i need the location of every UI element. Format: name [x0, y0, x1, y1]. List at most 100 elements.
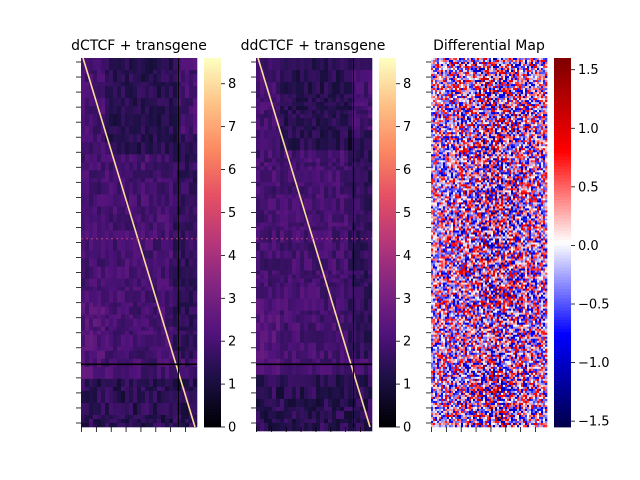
heatmap-cell	[479, 88, 482, 91]
heatmap-cell	[360, 186, 365, 195]
heatmap-cell	[483, 108, 486, 111]
heatmap-cell	[368, 166, 373, 171]
heatmap-cell	[356, 138, 361, 151]
heatmap-cell	[503, 82, 506, 85]
heatmap-cell	[153, 378, 158, 388]
heatmap-cell	[320, 166, 325, 171]
heatmap-cell	[513, 72, 516, 75]
heatmap-cell	[308, 274, 313, 279]
heatmap-cell	[344, 182, 349, 187]
colorbar-swatch	[379, 408, 396, 413]
heatmap-cell	[332, 358, 337, 364]
heatmap-cell	[533, 90, 536, 93]
heatmap-cell	[535, 112, 538, 115]
heatmap-cell	[352, 98, 357, 103]
heatmap-cell	[81, 378, 86, 388]
heatmap-cell	[165, 318, 170, 328]
heatmap-cell	[157, 182, 162, 195]
heatmap-cell	[545, 78, 548, 81]
heatmap-cell	[453, 98, 456, 101]
heatmap-cell	[477, 96, 480, 99]
colorbar-swatch	[379, 417, 396, 422]
heatmap-cell	[527, 62, 530, 65]
heatmap-cell	[529, 100, 532, 103]
heatmap-cell	[189, 142, 194, 155]
heatmap-cell	[312, 278, 317, 283]
heatmap-cell	[101, 418, 106, 424]
heatmap-cell	[360, 170, 365, 183]
heatmap-cell	[348, 330, 353, 344]
heatmap-cell	[348, 170, 353, 183]
colorbar-swatch	[379, 61, 396, 65]
heatmap-cell	[117, 278, 122, 287]
heatmap-cell	[489, 114, 492, 117]
colorbar-swatch	[204, 383, 221, 388]
heatmap-cell	[316, 362, 321, 376]
heatmap-cell	[181, 194, 186, 207]
heatmap-cell	[461, 116, 464, 119]
heatmap-cell	[117, 82, 122, 87]
colorbar-tick-label: 5	[403, 206, 411, 221]
heatmap-cell	[463, 116, 466, 119]
heatmap-cell	[348, 250, 353, 259]
heatmap-cell	[324, 170, 329, 183]
heatmap-cell	[517, 112, 520, 115]
heatmap-cell	[256, 282, 261, 287]
colorbar-swatch	[204, 380, 221, 385]
heatmap-cell	[451, 86, 454, 89]
heatmap-cell	[509, 72, 512, 75]
heatmap-cell	[101, 106, 106, 115]
heatmap-cell	[161, 402, 166, 416]
heatmap-cell	[451, 94, 454, 97]
heatmap-cell	[336, 386, 341, 400]
heatmap-cell	[328, 130, 333, 139]
heatmap-cell	[348, 186, 353, 195]
heatmap-cell	[145, 142, 150, 155]
heatmap-cell	[300, 222, 305, 227]
heatmap-cell	[360, 358, 365, 364]
heatmap-cell	[501, 106, 504, 109]
heatmap-cell	[141, 302, 146, 307]
heatmap-cell	[441, 80, 444, 83]
heatmap-cell	[328, 58, 333, 71]
heatmap-cell	[491, 114, 494, 117]
heatmap-cell	[368, 158, 373, 163]
heatmap-cell	[447, 112, 450, 115]
heatmap-cell	[89, 194, 94, 207]
heatmap-cell	[495, 116, 498, 119]
heatmap-cell	[149, 206, 154, 215]
heatmap-cell	[507, 64, 510, 67]
heatmap-cell	[141, 74, 146, 83]
heatmap-cell	[461, 96, 464, 99]
heatmap-cell	[284, 70, 289, 83]
heatmap-cell	[471, 86, 474, 89]
heatmap-cell	[181, 418, 186, 424]
heatmap-cell	[511, 88, 514, 91]
heatmap-cell	[513, 68, 516, 71]
heatmap-cell	[141, 414, 146, 420]
heatmap-cell	[457, 64, 460, 67]
heatmap-cell	[149, 106, 154, 115]
heatmap-cell	[189, 106, 194, 115]
heatmap-cell	[256, 214, 261, 223]
heatmap-cell	[443, 64, 446, 67]
heatmap-cell	[469, 104, 472, 107]
heatmap-cell	[288, 166, 293, 171]
heatmap-cell	[81, 126, 86, 135]
colorbar-swatch	[379, 307, 396, 311]
heatmap-cell	[543, 118, 546, 121]
heatmap-cell	[535, 94, 538, 97]
heatmap-cell	[300, 406, 305, 412]
heatmap-cell	[276, 310, 281, 315]
heatmap-cell	[328, 322, 333, 332]
heatmap-cell	[133, 402, 138, 416]
heatmap-cell	[463, 104, 466, 107]
heatmap-cell	[431, 60, 434, 63]
heatmap-cell	[105, 314, 110, 320]
heatmap-cell	[499, 92, 502, 95]
heatmap-cell	[439, 96, 442, 99]
heatmap-cell	[149, 386, 154, 392]
heatmap-cell	[105, 142, 110, 155]
heatmap-cell	[481, 92, 484, 95]
heatmap-cell	[497, 90, 500, 93]
